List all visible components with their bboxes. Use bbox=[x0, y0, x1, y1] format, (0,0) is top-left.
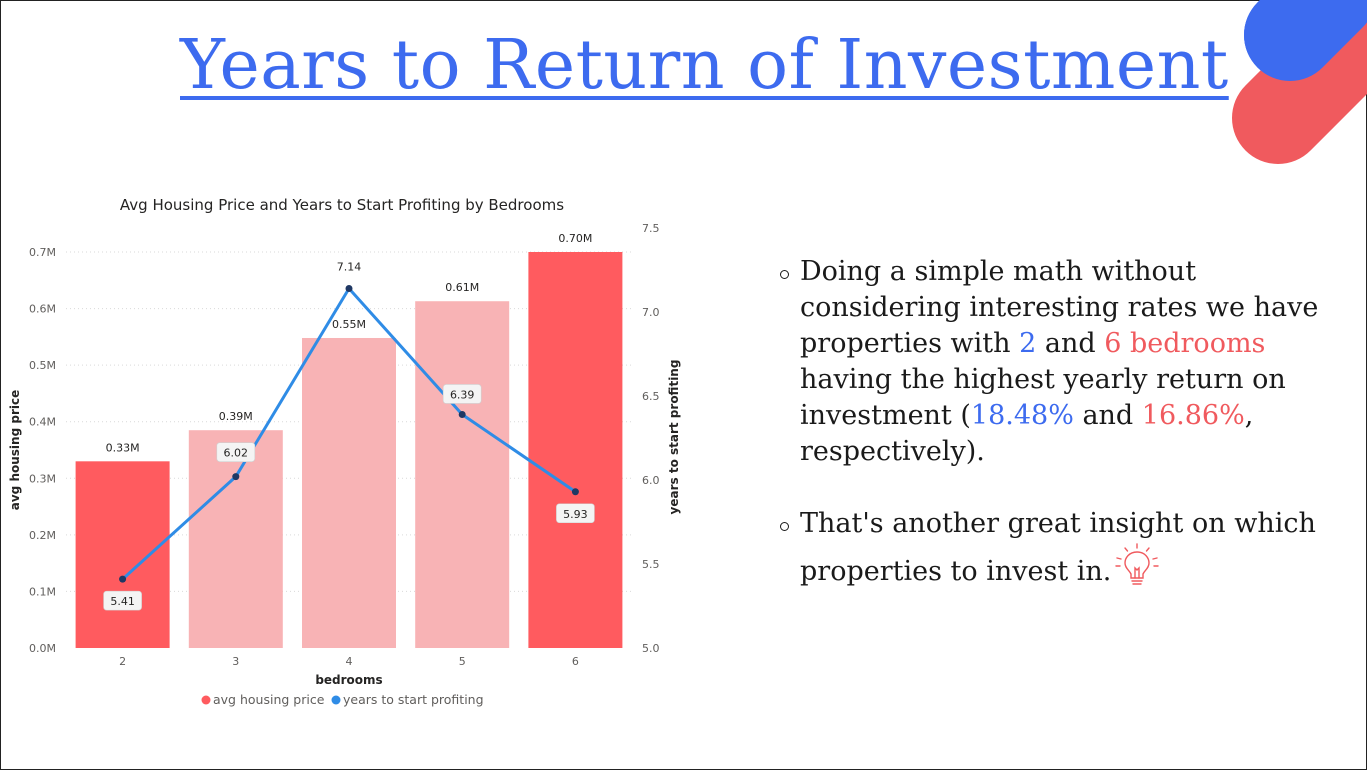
blue-pill-cap bbox=[1244, 0, 1367, 81]
line-point bbox=[119, 575, 127, 583]
corner-decoration bbox=[1232, 0, 1367, 164]
y-tick-label: 0.2M bbox=[29, 529, 56, 542]
red-pill-shape bbox=[1232, 0, 1367, 164]
line-point bbox=[232, 473, 240, 481]
y-tick-label: 0.6M bbox=[29, 303, 56, 316]
line-label-box bbox=[556, 503, 595, 524]
y-tick-label: 0.3M bbox=[29, 472, 56, 485]
highlight-2-bedrooms: 2 bbox=[1019, 328, 1037, 359]
bullet-text: having the highest yearly return on inve… bbox=[800, 364, 1286, 431]
legend-swatch-price bbox=[201, 695, 211, 705]
bar bbox=[75, 461, 170, 648]
bullet-text: and bbox=[1073, 400, 1142, 431]
line-data-label: 5.41 bbox=[110, 595, 135, 608]
line-point bbox=[458, 410, 466, 418]
y-axis-title: avg housing price bbox=[8, 390, 22, 510]
x-tick-label: 3 bbox=[232, 655, 239, 668]
x-tick-label: 2 bbox=[119, 655, 126, 668]
bar-data-label: 0.61M bbox=[445, 281, 479, 294]
y-tick-label: 0.4M bbox=[29, 416, 56, 429]
y-tick-label: 0.7M bbox=[29, 246, 56, 259]
page-title: Years to Return of Investment bbox=[180, 26, 1229, 105]
legend-swatch-years bbox=[331, 695, 341, 705]
line-data-label: 6.02 bbox=[224, 447, 249, 460]
y2-tick-label: 5.5 bbox=[642, 558, 660, 571]
bar bbox=[302, 337, 396, 648]
line-data-label: 5.93 bbox=[563, 508, 588, 521]
bullet-text: and bbox=[1036, 328, 1105, 359]
bullet-marker bbox=[780, 522, 789, 531]
combo-chart: Avg Housing Price and Years to Start Pro… bbox=[8, 196, 681, 707]
line-point bbox=[571, 488, 579, 496]
bar-data-label: 0.39M bbox=[219, 410, 253, 423]
y2-axis-title: years to start profiting bbox=[667, 360, 681, 515]
lightbulb-icon bbox=[1115, 543, 1160, 585]
chart-container: Avg Housing Price and Years to Start Pro… bbox=[0, 185, 700, 729]
y2-tick-label: 6.0 bbox=[642, 474, 660, 487]
bullet-text: , respectively). bbox=[800, 400, 1254, 467]
y-tick-label: 0.5M bbox=[29, 359, 56, 372]
line-label-box bbox=[442, 384, 482, 404]
y2-tick-label: 7.5 bbox=[642, 222, 660, 235]
line-data-label: 6.39 bbox=[450, 388, 475, 401]
line-label-box bbox=[216, 442, 256, 462]
x-tick-label: 5 bbox=[459, 655, 466, 668]
highlight-6-bedrooms: 6 bedrooms bbox=[1104, 328, 1266, 359]
bar-data-label: 0.33M bbox=[106, 441, 140, 454]
bar bbox=[415, 301, 510, 648]
bullet-marker bbox=[780, 270, 789, 279]
bar-data-label: 0.55M bbox=[332, 318, 366, 331]
insight-bullets: Doing a simple math without considering … bbox=[778, 254, 1338, 626]
bar bbox=[188, 430, 283, 648]
x-tick-label: 6 bbox=[572, 655, 579, 668]
line-point bbox=[345, 284, 353, 292]
bar bbox=[528, 252, 623, 648]
bullet-text: That's another great insight on which pr… bbox=[800, 508, 1316, 587]
line-data-label: 7.14 bbox=[337, 260, 362, 273]
y2-tick-label: 7.0 bbox=[642, 306, 660, 319]
chart-title: Avg Housing Price and Years to Start Pro… bbox=[120, 196, 564, 214]
bullet-item: Doing a simple math without considering … bbox=[778, 254, 1338, 470]
highlight-roi-2: 18.48% bbox=[970, 400, 1074, 431]
bar-data-label: 0.70M bbox=[558, 232, 592, 245]
y-tick-label: 0.1M bbox=[29, 585, 56, 598]
highlight-roi-6: 16.86% bbox=[1141, 400, 1245, 431]
bullet-text: Doing a simple math without considering … bbox=[800, 256, 1319, 359]
bullet-item: That's another great insight on which pr… bbox=[778, 506, 1338, 590]
x-axis-title: bedrooms bbox=[315, 673, 382, 687]
y2-tick-label: 6.5 bbox=[642, 390, 660, 403]
line-label-box bbox=[103, 590, 142, 611]
legend-label-price: avg housing price bbox=[213, 692, 325, 707]
y2-tick-label: 5.0 bbox=[642, 642, 660, 655]
y-tick-label: 0.0M bbox=[29, 642, 56, 655]
legend-label-years: years to start profiting bbox=[343, 692, 484, 707]
x-tick-label: 4 bbox=[346, 655, 353, 668]
